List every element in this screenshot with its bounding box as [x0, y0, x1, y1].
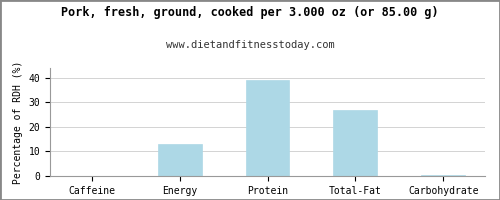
Bar	[422, 175, 465, 176]
Y-axis label: Percentage of RDH (%): Percentage of RDH (%)	[13, 60, 23, 184]
Bar	[334, 110, 378, 176]
Text: www.dietandfitnesstoday.com: www.dietandfitnesstoday.com	[166, 40, 334, 50]
Bar	[158, 144, 202, 176]
Text: Pork, fresh, ground, cooked per 3.000 oz (or 85.00 g): Pork, fresh, ground, cooked per 3.000 oz…	[61, 6, 439, 19]
Bar	[246, 80, 290, 176]
